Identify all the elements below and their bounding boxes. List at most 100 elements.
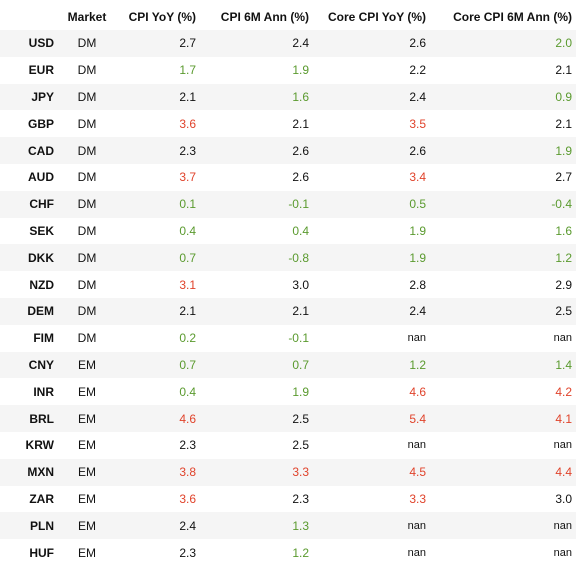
cell-core-cpi-6m-ann: 2.0	[555, 36, 572, 51]
cell-currency: DKK	[28, 250, 54, 265]
cell-currency: DEM	[27, 304, 54, 319]
table-row: CAD DM 2.3 2.6 2.6 1.9	[0, 137, 576, 164]
cell-cpi-6m-ann: 1.9	[292, 63, 309, 78]
cell-core-cpi-yoy: 1.2	[409, 357, 426, 372]
cell-cpi-6m-ann: 2.1	[292, 116, 309, 131]
cell-market: DM	[77, 143, 97, 158]
table-row: DKK DM 0.7 -0.8 1.9 1.2	[0, 244, 576, 272]
cell-core-cpi-6m-ann: 4.1	[555, 411, 572, 426]
table-row: PLN EM 2.4 1.3 nan nan	[0, 512, 576, 540]
cell-core-cpi-yoy: 2.6	[409, 143, 426, 158]
cell-currency: FIM	[33, 331, 54, 346]
header-core-cpi-yoy: Core CPI YoY (%)	[327, 10, 426, 24]
cell-currency: USD	[28, 36, 54, 51]
table-row: CNY EM 0.7 0.7 1.2 1.4	[0, 351, 576, 379]
cell-cpi-yoy: 0.2	[179, 331, 196, 346]
cell-cpi-yoy: 2.1	[179, 89, 196, 104]
cell-cpi-yoy: 4.6	[179, 411, 196, 426]
cell-core-cpi-yoy: 3.3	[409, 491, 426, 506]
cell-cpi-6m-ann: 0.7	[292, 357, 309, 372]
cell-market: DM	[77, 331, 97, 346]
cell-market: DM	[77, 63, 97, 78]
cell-market: EM	[78, 545, 96, 560]
cell-core-cpi-yoy: 2.6	[409, 36, 426, 51]
cell-currency: CHF	[29, 197, 54, 212]
table-row: EUR DM 1.7 1.9 2.2 2.1	[0, 56, 576, 84]
cell-cpi-yoy: 0.4	[179, 384, 196, 399]
cell-cpi-6m-ann: 2.6	[292, 143, 309, 158]
cell-core-cpi-yoy: nan	[407, 546, 426, 559]
cell-market: DM	[77, 170, 97, 185]
cell-cpi-6m-ann: 2.1	[292, 304, 309, 319]
cell-market: DM	[77, 304, 97, 319]
cell-cpi-6m-ann: 2.6	[292, 170, 309, 185]
cell-market: EM	[78, 384, 96, 399]
cell-cpi-6m-ann: 1.6	[292, 89, 309, 104]
table-row: HUF EM 2.3 1.2 nan nan	[0, 539, 576, 566]
cell-currency: ZAR	[29, 491, 54, 506]
table-row: AUD DM 3.7 2.6 3.4 2.7	[0, 163, 576, 191]
cell-market: EM	[78, 491, 96, 506]
cell-core-cpi-6m-ann: nan	[553, 332, 572, 345]
cell-core-cpi-6m-ann: 0.9	[555, 89, 572, 104]
cell-cpi-yoy: 0.7	[179, 357, 196, 372]
table-row: MXN EM 3.8 3.3 4.5 4.4	[0, 458, 576, 486]
cell-core-cpi-yoy: nan	[407, 439, 426, 452]
cell-currency: MXN	[27, 465, 54, 480]
cell-core-cpi-6m-ann: 2.1	[555, 63, 572, 78]
cell-core-cpi-6m-ann: 2.5	[555, 304, 572, 319]
cell-core-cpi-6m-ann: 4.4	[555, 465, 572, 480]
cell-market: EM	[78, 518, 96, 533]
cell-cpi-6m-ann: -0.8	[288, 250, 309, 265]
cell-cpi-6m-ann: 3.0	[292, 277, 309, 292]
cell-market: DM	[77, 223, 97, 238]
cell-cpi-yoy: 0.7	[179, 250, 196, 265]
cell-market: EM	[78, 438, 96, 453]
cell-cpi-6m-ann: -0.1	[288, 197, 309, 212]
cell-core-cpi-yoy: 3.4	[409, 170, 426, 185]
cell-market: EM	[78, 411, 96, 426]
cell-core-cpi-6m-ann: 3.0	[555, 491, 572, 506]
cell-cpi-yoy: 2.3	[179, 545, 196, 560]
table-row: DEM DM 2.1 2.1 2.4 2.5	[0, 297, 576, 325]
cell-market: DM	[77, 116, 97, 131]
table-row: JPY DM 2.1 1.6 2.4 0.9	[0, 83, 576, 111]
cell-core-cpi-yoy: 4.5	[409, 465, 426, 480]
cell-core-cpi-6m-ann: -0.4	[551, 197, 572, 212]
cell-currency: JPY	[31, 89, 54, 104]
header-cpi-6m-ann: CPI 6M Ann (%)	[220, 10, 309, 24]
cell-currency: KRW	[25, 438, 54, 453]
cell-cpi-6m-ann: 0.4	[292, 223, 309, 238]
cell-cpi-yoy: 2.3	[179, 143, 196, 158]
table-body: USD DM 2.7 2.4 2.6 2.0 EUR DM 1.7 1.9 2.2 2.1 JPY DM 2…	[0, 30, 576, 566]
cell-currency: SEK	[29, 223, 54, 238]
cell-core-cpi-6m-ann: 2.7	[555, 170, 572, 185]
cell-market: DM	[77, 36, 97, 51]
cell-cpi-6m-ann: 2.3	[292, 491, 309, 506]
cell-market: DM	[77, 277, 97, 292]
cell-cpi-6m-ann: -0.1	[288, 331, 309, 346]
cell-cpi-yoy: 1.7	[179, 63, 196, 78]
cell-currency: EUR	[28, 63, 54, 78]
cell-currency: HUF	[29, 545, 54, 560]
cell-market: DM	[77, 250, 97, 265]
cell-core-cpi-6m-ann: nan	[553, 546, 572, 559]
cell-currency: INR	[33, 384, 54, 399]
cell-core-cpi-yoy: 3.5	[409, 116, 426, 131]
cell-market: DM	[77, 89, 97, 104]
cell-cpi-yoy: 2.4	[179, 518, 196, 533]
cell-currency: CNY	[28, 357, 54, 372]
cell-cpi-yoy: 3.6	[179, 116, 196, 131]
table-row: FIM DM 0.2 -0.1 nan nan	[0, 324, 576, 352]
cell-cpi-6m-ann: 2.5	[292, 438, 309, 453]
cell-currency: CAD	[28, 143, 54, 158]
header-cpi-yoy: CPI YoY (%)	[128, 10, 196, 24]
cell-core-cpi-yoy: nan	[407, 332, 426, 345]
cell-cpi-yoy: 0.1	[179, 197, 196, 212]
table-row: USD DM 2.7 2.4 2.6 2.0	[0, 30, 576, 57]
cell-core-cpi-6m-ann: 2.9	[555, 277, 572, 292]
table-row: BRL EM 4.6 2.5 5.4 4.1	[0, 405, 576, 432]
header-market: Market	[67, 10, 107, 24]
cell-core-cpi-6m-ann: 2.1	[555, 116, 572, 131]
cell-cpi-yoy: 3.7	[179, 170, 196, 185]
